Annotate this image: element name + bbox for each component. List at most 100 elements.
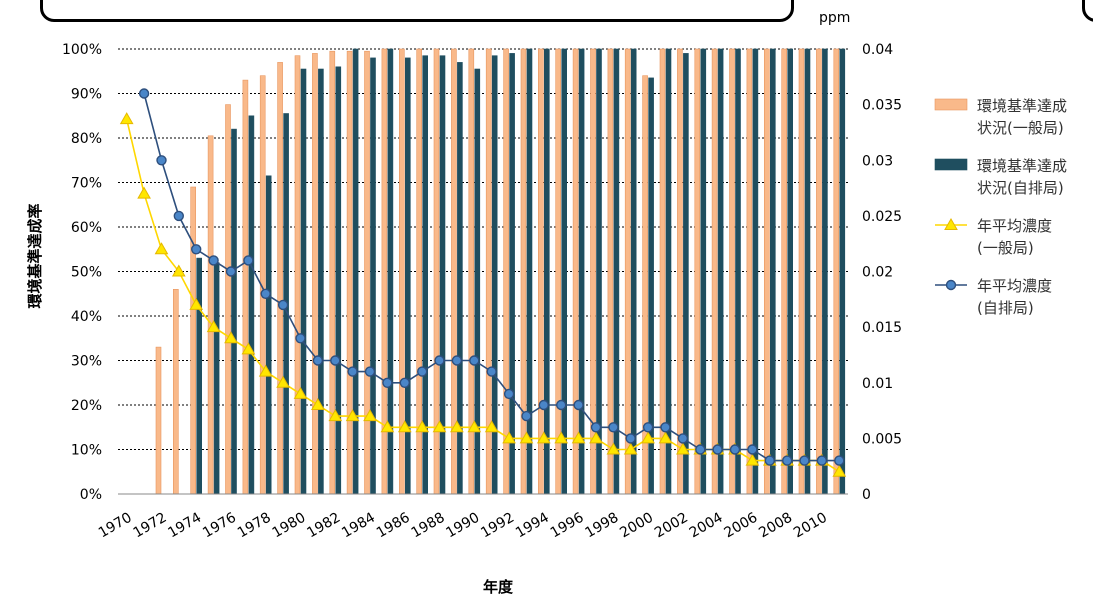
- bar: [277, 62, 283, 495]
- data-point: [417, 366, 428, 377]
- bar: [318, 68, 324, 495]
- bar: [503, 48, 509, 495]
- bar-series: [155, 48, 846, 495]
- data-point: [382, 377, 393, 388]
- data-point: [745, 453, 760, 466]
- x-tick-label: 1998: [582, 510, 621, 542]
- data-point: [156, 155, 167, 166]
- data-point: [432, 420, 447, 433]
- data-point: [312, 355, 324, 366]
- data-point: [277, 299, 289, 311]
- left-axis-title: 環境基準達成率: [26, 203, 44, 308]
- data-point: [519, 431, 534, 444]
- data-point: [154, 242, 169, 255]
- data-point: [311, 397, 325, 410]
- data-point: [450, 420, 464, 433]
- data-point: [208, 255, 219, 266]
- legend-swatch: [934, 158, 968, 171]
- x-tick-label: 1984: [339, 510, 378, 542]
- bar: [213, 262, 220, 495]
- x-tick-label: 1990: [443, 510, 482, 542]
- data-point: [363, 409, 377, 422]
- bar: [335, 66, 342, 495]
- data-point: [729, 444, 741, 455]
- data-point: [832, 464, 847, 477]
- x-tick-label: 2008: [756, 510, 795, 542]
- bar: [781, 48, 788, 495]
- bar: [763, 48, 770, 495]
- data-point: [347, 366, 358, 377]
- left-tick-label: 10%: [71, 443, 102, 459]
- series-line: [143, 93, 840, 462]
- bar: [537, 48, 544, 495]
- data-point: [536, 431, 551, 444]
- left-tick-label: 100%: [62, 42, 102, 58]
- legend-label: 年平均濃度: [977, 277, 1052, 295]
- right-tick-label: 0.035: [862, 98, 902, 114]
- legend-label: 年平均濃度: [977, 217, 1052, 235]
- bar: [555, 48, 562, 495]
- data-point: [171, 264, 186, 277]
- data-point: [782, 455, 793, 466]
- right-tick-label: 0.025: [862, 209, 902, 225]
- right-tick-label: 0.005: [862, 431, 902, 447]
- data-point: [712, 444, 723, 455]
- data-point: [293, 386, 308, 399]
- right-tick-label: 0.04: [862, 42, 893, 58]
- legend-swatch: [934, 98, 968, 111]
- x-tick-label: 1972: [131, 510, 170, 542]
- bar: [207, 135, 214, 495]
- data-point: [399, 377, 410, 388]
- bar: [822, 48, 828, 495]
- bar: [346, 50, 353, 495]
- bar: [798, 48, 805, 495]
- data-point: [571, 431, 586, 444]
- bar: [804, 48, 811, 495]
- data-point: [397, 420, 412, 433]
- bar: [190, 186, 196, 495]
- right-tick-label: 0: [862, 487, 871, 503]
- left-tick-label: 80%: [71, 131, 102, 147]
- left-tick-label: 30%: [71, 354, 102, 370]
- bar: [769, 48, 776, 495]
- data-point: [451, 355, 463, 366]
- data-point: [225, 266, 237, 277]
- data-point: [556, 399, 567, 411]
- data-point: [328, 409, 343, 422]
- data-point: [119, 112, 134, 125]
- bar: [700, 48, 707, 495]
- left-tick-label: 20%: [71, 398, 102, 414]
- bar: [364, 50, 370, 495]
- bar: [352, 48, 359, 495]
- x-tick-label: 2004: [687, 510, 726, 542]
- data-point: [641, 431, 655, 444]
- data-point: [695, 444, 706, 455]
- data-point: [467, 420, 482, 433]
- x-tick-label: 1986: [374, 510, 413, 542]
- data-point: [623, 442, 638, 455]
- left-tick-label: 70%: [71, 176, 102, 192]
- bar: [370, 57, 376, 495]
- data-point: [241, 342, 256, 355]
- data-point: [415, 420, 430, 433]
- x-tick-label: 1970: [96, 510, 135, 542]
- bar: [509, 53, 515, 495]
- legend-label: (一般局): [977, 239, 1034, 257]
- left-tick-label: 90%: [71, 87, 102, 103]
- legend-label: 状況(一般局): [977, 119, 1064, 137]
- legend-label: 環境基準達成: [977, 157, 1067, 175]
- bar: [329, 50, 336, 495]
- bar: [839, 48, 846, 495]
- tick-labels: 0% 10% 20% 30% 40% 50% 60% 70% 80% 90% 100% 0 0.005 0…: [62, 42, 902, 541]
- bar: [225, 104, 231, 495]
- data-point: [380, 420, 395, 433]
- data-point: [295, 333, 306, 344]
- bar: [242, 79, 249, 495]
- x-tick-label: 2000: [617, 510, 656, 542]
- data-point: [676, 442, 690, 455]
- data-point: [260, 288, 271, 299]
- data-point: [625, 433, 636, 444]
- legend-item: 年平均濃度 (一般局): [935, 217, 1052, 257]
